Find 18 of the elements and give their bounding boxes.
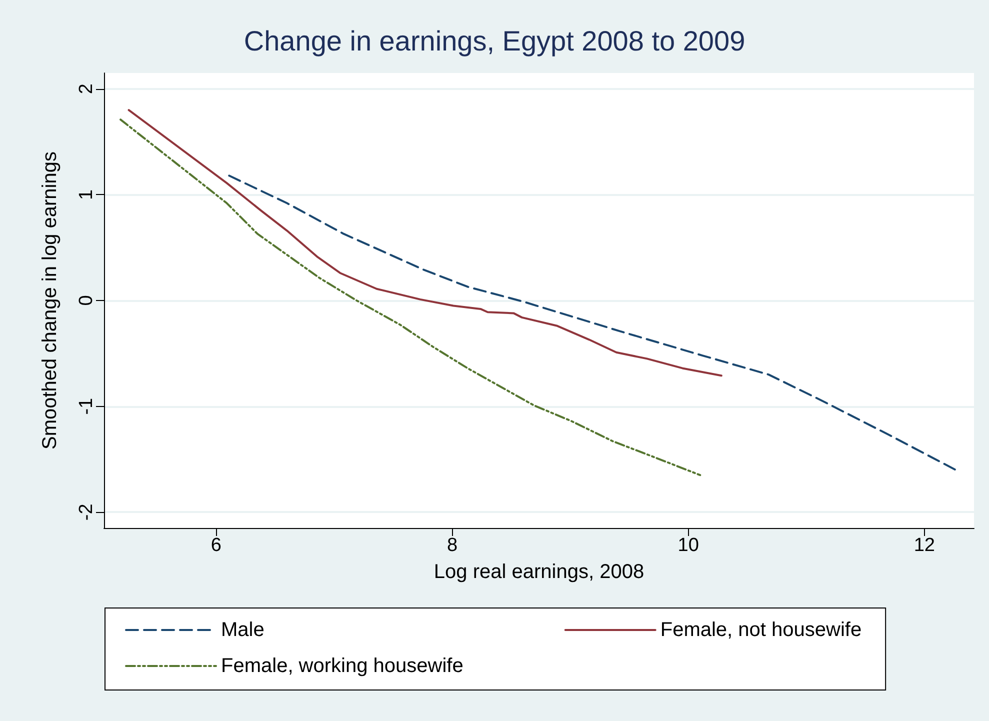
y-tick-label: -2 <box>76 504 97 521</box>
y-tick-label: 0 <box>76 295 97 306</box>
y-tick-label: -1 <box>76 398 97 415</box>
line-series <box>228 174 958 472</box>
chart-title: Change in earnings, Egypt 2008 to 2009 <box>244 26 746 56</box>
line-series <box>128 109 722 377</box>
y-tick-label: 2 <box>76 84 97 94</box>
x-tick-label: 12 <box>914 535 935 556</box>
x-tick-label: 10 <box>678 535 699 556</box>
y-axis-title: Smoothed change in log earnings <box>39 152 61 450</box>
line-series <box>120 118 702 476</box>
legend-label: Male <box>221 619 264 641</box>
x-tick-label: 6 <box>210 535 222 556</box>
x-axis-title: Log real earnings, 2008 <box>434 561 644 583</box>
legend-label: Female, not housewife <box>660 619 862 641</box>
y-tick-label: 1 <box>76 189 97 200</box>
x-tick-label: 8 <box>446 535 458 556</box>
legend-label: Female, working housewife <box>221 655 464 677</box>
